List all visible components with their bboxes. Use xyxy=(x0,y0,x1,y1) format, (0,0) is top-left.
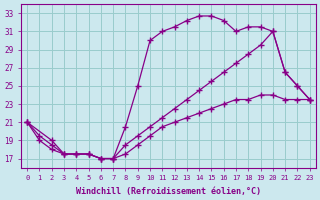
X-axis label: Windchill (Refroidissement éolien,°C): Windchill (Refroidissement éolien,°C) xyxy=(76,187,261,196)
